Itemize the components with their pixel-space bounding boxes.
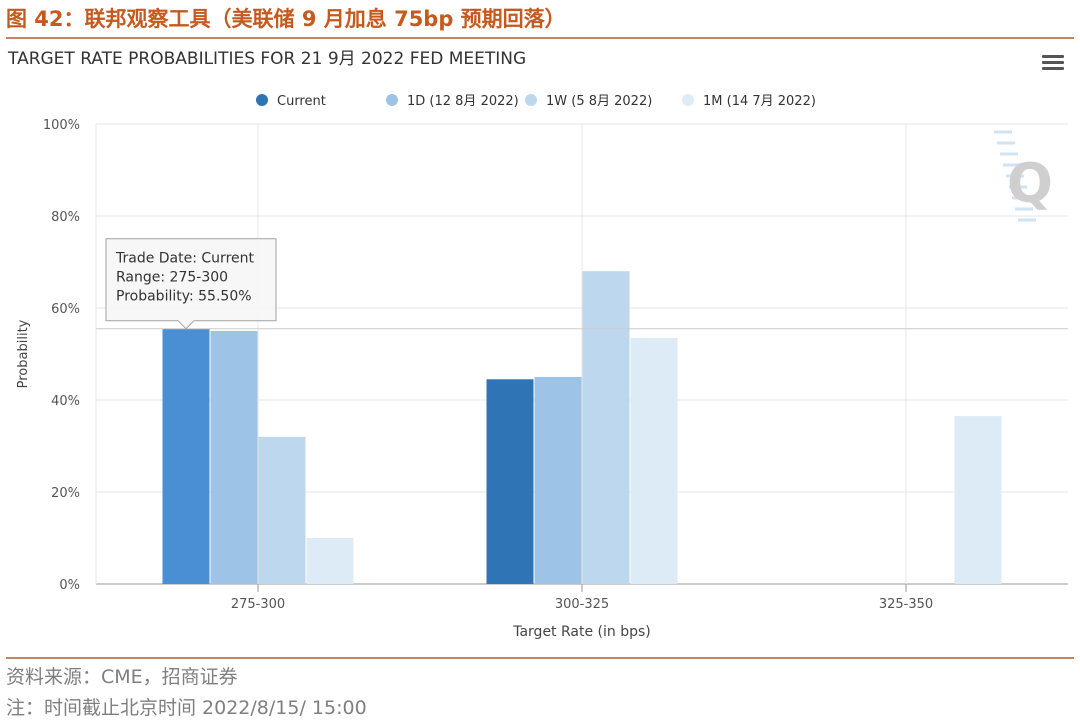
tooltip-line: Probability: 55.50% xyxy=(116,289,252,305)
source-note: 资料来源：CME，招商证券 xyxy=(6,666,238,688)
tooltip-line: Trade Date: Current xyxy=(115,251,255,267)
tooltip-box xyxy=(105,238,277,330)
time-note: 注：时间截止北京时间 2022/8/15/ 15:00 xyxy=(6,697,367,719)
bar-1-275-300[interactable] xyxy=(162,328,210,584)
y-tick-label: 60% xyxy=(51,302,80,317)
top-divider xyxy=(6,37,1074,39)
x-tick-label: 275-300 xyxy=(231,597,285,612)
y-tick-label: 100% xyxy=(43,118,80,133)
bar-4-325-350[interactable] xyxy=(954,416,1002,584)
bar-2-275-300[interactable] xyxy=(210,331,258,584)
legend-marker[interactable] xyxy=(525,94,537,106)
legend-marker[interactable] xyxy=(256,94,268,106)
x-axis-title: Target Rate (in bps) xyxy=(512,624,651,640)
legend-marker[interactable] xyxy=(682,94,694,106)
legend-marker[interactable] xyxy=(386,94,398,106)
y-tick-label: 20% xyxy=(51,486,80,501)
y-tick-label: 80% xyxy=(51,210,80,225)
tooltip-line: Range: 275-300 xyxy=(116,270,228,286)
y-tick-label: 40% xyxy=(51,394,80,409)
figure-title: 图 42：联邦观察工具（美联储 9 月加息 75bp 预期回落） xyxy=(6,7,566,31)
bar-4-300-325[interactable] xyxy=(630,337,678,584)
y-axis-title: Probability xyxy=(16,319,31,388)
bar-4-275-300[interactable] xyxy=(306,538,354,584)
bar-3-275-300[interactable] xyxy=(258,436,306,584)
bar-2-300-325[interactable] xyxy=(534,377,582,584)
legend-label: Current xyxy=(277,94,326,109)
x-tick-label: 325-350 xyxy=(879,597,933,612)
hamburger-menu-icon[interactable] xyxy=(1040,52,1066,74)
legend-label: 1W (5 8月 2022) xyxy=(546,94,652,109)
x-tick-label: 300-325 xyxy=(555,597,609,612)
chart-title: TARGET RATE PROBABILITIES FOR 21 9月 2022… xyxy=(8,49,527,69)
bottom-divider xyxy=(6,657,1074,659)
y-tick-label: 0% xyxy=(59,578,80,593)
legend-label: 1M (14 7月 2022) xyxy=(703,94,816,109)
watermark-logo: Q xyxy=(1007,152,1053,215)
bar-chart: 0% 20% 40% 60% 80% 100% 275-300 300-325 325-350 Q… xyxy=(16,94,1068,640)
bar-1-300-325[interactable] xyxy=(486,379,534,584)
bar-3-300-325[interactable] xyxy=(582,271,630,584)
legend-label: 1D (12 8月 2022) xyxy=(407,94,519,109)
